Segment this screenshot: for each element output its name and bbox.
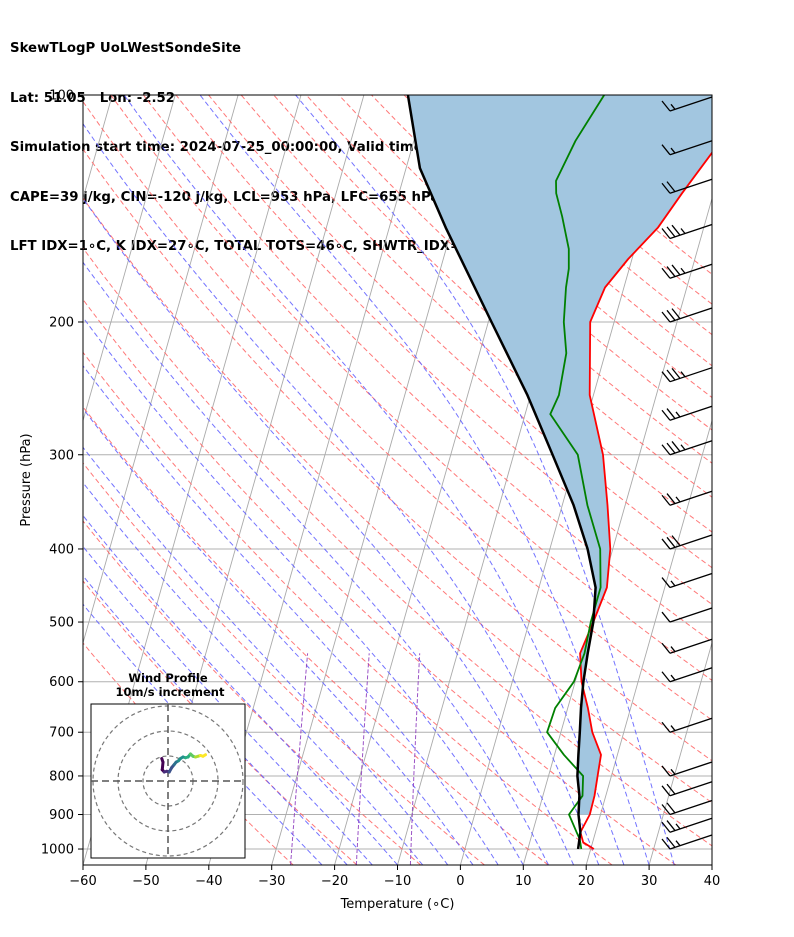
x-tick-label: 0: [456, 874, 464, 889]
dewpoint-line: [546, 95, 605, 850]
y-tick-label: 200: [49, 315, 74, 330]
wind-barb: [661, 367, 713, 383]
x-tick-label: −50: [132, 874, 159, 889]
wind-barbs: [661, 96, 713, 850]
wind-barb: [661, 263, 713, 279]
hodograph-segment: [201, 753, 207, 758]
inset-title: Wind Profile: [128, 671, 208, 685]
moist-adiabat-line: [83, 545, 373, 865]
dry-adiabat-line: [83, 642, 294, 865]
y-axis-ticks: 1000 900 800 700 600 500 400 300 200 100: [41, 89, 83, 858]
y-tick-label: 300: [49, 448, 74, 463]
isotherm-line: [83, 95, 239, 645]
x-tick-label: 30: [641, 874, 658, 889]
temperature-line: [579, 151, 712, 850]
wind-barb: [661, 717, 713, 733]
dry-adiabat-line: [110, 95, 712, 682]
cape-shading: [407, 95, 712, 815]
dry-adiabat-line: [83, 351, 613, 865]
x-tick-label: −30: [258, 874, 285, 889]
isotherm-line: [522, 196, 712, 865]
moist-adiabat-line: [123, 95, 625, 865]
dry-adiabat-line: [143, 95, 712, 643]
wind-barb: [661, 761, 713, 777]
inset-subtitle: 10m/s increment: [116, 685, 225, 699]
y-tick-label: 700: [49, 726, 74, 741]
parcel-line: [406, 95, 597, 850]
moist-adiabat-line: [83, 316, 524, 865]
wind-barb: [661, 140, 713, 156]
y-tick-label: 1000: [41, 843, 74, 858]
dry-adiabat-line: [305, 95, 712, 464]
wind-barb: [661, 781, 713, 797]
dry-adiabat-line: [83, 247, 712, 847]
dry-adiabat-line: [83, 462, 485, 865]
wind-profile-inset: Wind Profile 10m/s increment: [90, 671, 246, 859]
moist-adiabat-line: [83, 364, 499, 865]
x-axis-label: Temperature (∘C): [340, 897, 455, 912]
x-tick-label: 40: [704, 874, 721, 889]
moist-adiabat-line: [83, 481, 424, 865]
moist-adiabat-line: [83, 122, 600, 865]
wind-barb: [661, 607, 713, 623]
wind-barb: [661, 834, 713, 850]
y-axis-label: Pressure (hPa): [19, 433, 34, 526]
profile-lines: [406, 95, 712, 850]
wind-barb: [661, 817, 713, 833]
moist-adiabat-line: [83, 446, 449, 865]
isotherm-line: [585, 419, 712, 865]
wind-barb: [661, 572, 713, 589]
dry-adiabat-line: [83, 580, 358, 865]
wind-barb: [661, 223, 713, 240]
x-tick-label: −40: [195, 874, 222, 889]
wind-barb: [661, 638, 713, 654]
x-tick-label: −60: [69, 874, 96, 889]
moist-adiabat-line: [83, 197, 575, 865]
x-axis-ticks: −60 −50 −40 −30 −20 −10 0 10 20 30 40: [69, 865, 720, 889]
wind-barb: [661, 667, 713, 683]
moist-adiabat-line: [83, 407, 474, 865]
wind-barb: [661, 440, 713, 456]
y-tick-label: 900: [49, 808, 74, 823]
wind-barb: [661, 534, 713, 550]
moist-adiabat-line: [83, 603, 323, 865]
wind-barb: [661, 405, 713, 421]
wind-barb: [661, 178, 713, 194]
cape-area: [407, 95, 712, 815]
isotherm-line: [83, 95, 176, 423]
dry-adiabat-line: [83, 520, 422, 865]
y-tick-label: 400: [49, 542, 74, 557]
x-tick-label: −10: [384, 874, 411, 889]
mixing-ratio-line: [355, 653, 370, 865]
y-tick-label: 800: [49, 769, 74, 784]
moist-adiabat-line: [83, 261, 549, 865]
dry-adiabat-line: [83, 298, 677, 865]
isotherm-line: [648, 641, 712, 865]
wind-barb: [661, 96, 713, 112]
dry-adiabat-line: [208, 95, 712, 569]
mixing-ratio-line: [409, 653, 421, 865]
y-tick-label: 600: [49, 675, 74, 690]
isotherm-line: [711, 863, 712, 865]
chart-title: SkewTLogP UoLWestSondeSite: [10, 41, 242, 56]
x-tick-label: 10: [515, 874, 532, 889]
background-lines: [83, 95, 712, 865]
y-tick-label: 500: [49, 616, 74, 631]
wind-barb: [661, 307, 713, 323]
x-tick-label: 20: [578, 874, 595, 889]
moist-adiabat-line: [83, 574, 348, 865]
location-line: Lat: 51.05 Lon: -2.52: [10, 90, 176, 106]
wind-barb: [661, 799, 713, 816]
wind-barb: [661, 490, 713, 506]
dry-adiabat-line: [175, 95, 712, 605]
y-tick-label: 100: [49, 89, 74, 104]
dry-adiabat-line: [338, 95, 712, 431]
mixing-ratio-line: [290, 653, 309, 865]
x-tick-label: −20: [321, 874, 348, 889]
